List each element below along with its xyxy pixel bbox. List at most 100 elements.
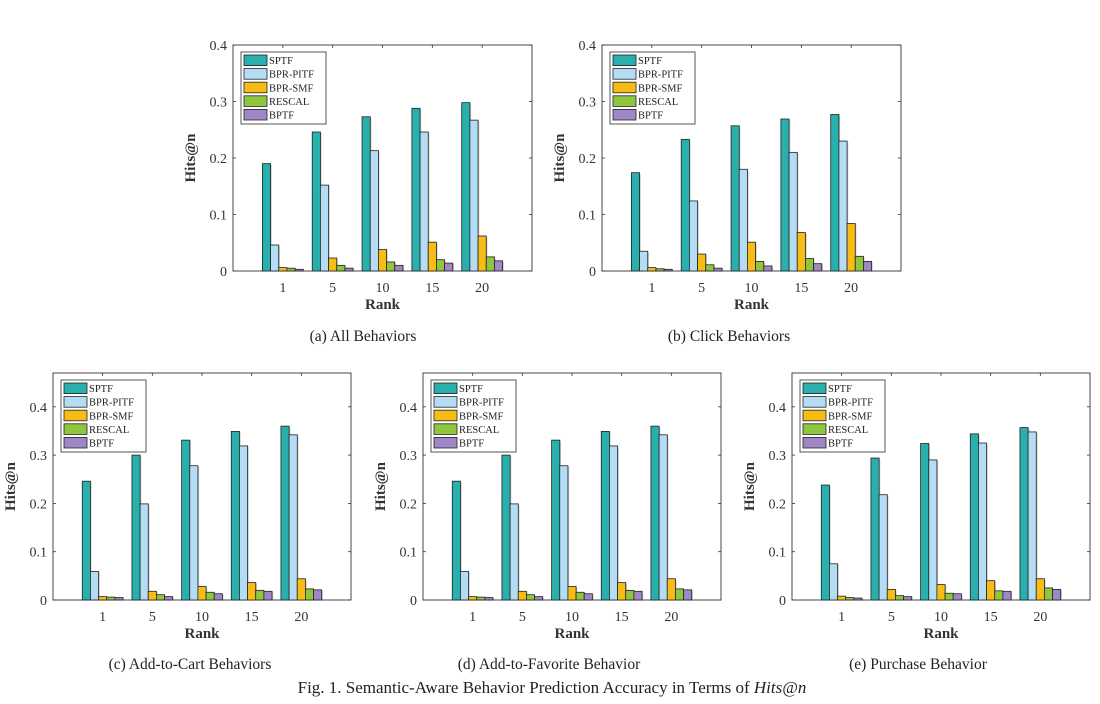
legend-box	[60, 379, 147, 453]
bar-shadow	[848, 224, 857, 271]
bar-bptf-rank-20	[683, 589, 693, 601]
bar-shadow	[232, 432, 241, 600]
bar-shadow	[83, 482, 92, 600]
bar-shadow	[421, 133, 430, 271]
bar-rescal-rank-5	[525, 594, 535, 601]
bar-rescal-rank-1	[286, 267, 296, 272]
plot-frame	[232, 44, 533, 272]
bar-shadow	[846, 598, 856, 600]
legend-swatch-bpr-pitf	[802, 396, 827, 408]
bar-sptf-rank-15	[600, 431, 610, 601]
legend-swatch-bptf	[802, 436, 827, 449]
bar-shadow	[652, 427, 661, 600]
bar-bptf-rank-1	[114, 597, 124, 601]
bar-shadow	[290, 435, 299, 600]
bar-shadow	[495, 261, 504, 271]
legend-label: RESCAL	[269, 97, 309, 108]
y-axis-label: Hits@n	[373, 461, 389, 511]
bar-sptf-rank-20	[830, 114, 840, 272]
bar-bpr-pitf-rank-20	[469, 119, 479, 272]
bar-bpr-smf-rank-20	[846, 223, 856, 272]
x-axis-label: Rank	[923, 626, 959, 642]
bar-shadow	[263, 164, 272, 271]
bar-sptf-rank-15	[411, 107, 421, 272]
bar-bptf-rank-10	[583, 593, 593, 601]
x-tick-label: 10	[745, 281, 759, 296]
x-tick-label: 10	[565, 610, 579, 625]
bar-bpr-pitf-rank-15	[609, 445, 619, 601]
bar-sptf-rank-5	[311, 131, 321, 272]
bar-bptf-rank-20	[863, 260, 873, 272]
legend-swatch-bpr-smf	[63, 409, 88, 422]
bar-shadow	[602, 432, 611, 600]
legend-swatch-bpr-smf	[612, 81, 637, 94]
bar-shadow	[682, 140, 691, 271]
bar-shadow	[240, 446, 249, 600]
legend-swatch-bptf	[612, 109, 637, 121]
y-tick-label: 0.4	[30, 401, 48, 416]
legend-box	[430, 379, 517, 453]
bar-shadow	[535, 597, 544, 600]
bar-shadow	[477, 598, 487, 600]
bar-bptf-rank-1	[484, 597, 494, 601]
bar-shadow	[748, 243, 757, 271]
bar-shadow	[279, 268, 289, 271]
bar-bpr-pitf-rank-10	[369, 150, 379, 272]
y-tick-label: 0.1	[769, 546, 787, 561]
y-tick-label: 0.3	[210, 96, 228, 111]
bar-bpr-smf-rank-10	[377, 249, 387, 272]
legend-label: BPTF	[638, 111, 663, 122]
legend-swatch-bpr-pitf	[433, 396, 458, 408]
bar-bpr-smf-rank-1	[468, 596, 478, 601]
legend-label: BPR-SMF	[638, 83, 683, 94]
bar-bptf-rank-1	[853, 597, 863, 601]
bar-bpr-pitf-rank-15	[239, 445, 249, 601]
bar-shadow	[486, 598, 495, 600]
y-tick-label: 0.1	[400, 546, 418, 561]
y-axis-label: Hits@n	[552, 133, 568, 183]
bar-bptf-rank-10	[213, 593, 223, 601]
legend-label: BPR-SMF	[828, 411, 873, 422]
x-tick-label: 1	[469, 610, 476, 625]
x-axis-label: Rank	[184, 626, 220, 642]
bar-shadow	[610, 446, 619, 600]
bar-shadow	[379, 250, 388, 271]
bar-shadow	[149, 592, 158, 600]
y-tick-label: 0.1	[579, 209, 597, 224]
legend-swatch-bpr-pitf	[243, 68, 268, 80]
bar-shadow	[346, 269, 355, 271]
bar-bpr-pitf-rank-5	[509, 503, 519, 601]
bar-sptf-rank-1	[630, 172, 640, 272]
bar-bptf-rank-20	[1052, 588, 1062, 601]
y-axis-label: Hits@n	[742, 461, 758, 511]
y-tick-label: 0.3	[769, 449, 787, 464]
bar-shadow	[133, 456, 142, 600]
bar-shadow	[684, 590, 693, 600]
bar-shadow	[577, 593, 586, 600]
y-tick-label: 0.4	[769, 401, 787, 416]
bar-shadow	[971, 434, 980, 600]
bar-bptf-rank-15	[444, 262, 454, 272]
y-tick-label: 0.4	[400, 401, 418, 416]
bar-shadow	[840, 142, 849, 271]
legend-label: BPR-PITF	[459, 398, 504, 409]
bar-shadow	[99, 597, 108, 600]
bar-shadow	[190, 466, 200, 600]
bar-shadow	[503, 456, 512, 600]
bar-bptf-rank-10	[763, 265, 773, 272]
y-axis-label: Hits@n	[3, 461, 19, 511]
bar-bpr-smf-rank-5	[517, 590, 527, 601]
bar-bpr-smf-rank-10	[747, 241, 757, 272]
bar-shadow	[387, 262, 396, 271]
legend-swatch-bpr-smf	[433, 409, 458, 422]
bar-shadow	[265, 592, 274, 600]
bar-bptf-rank-20	[494, 260, 504, 272]
bar-bptf-rank-15	[633, 590, 643, 601]
bar-shadow	[107, 598, 117, 600]
bar-sptf-rank-15	[780, 118, 790, 272]
legend-label: RESCAL	[828, 425, 868, 436]
bar-bptf-rank-1	[294, 268, 304, 272]
caption-a: (a) All Behaviors	[309, 328, 417, 345]
